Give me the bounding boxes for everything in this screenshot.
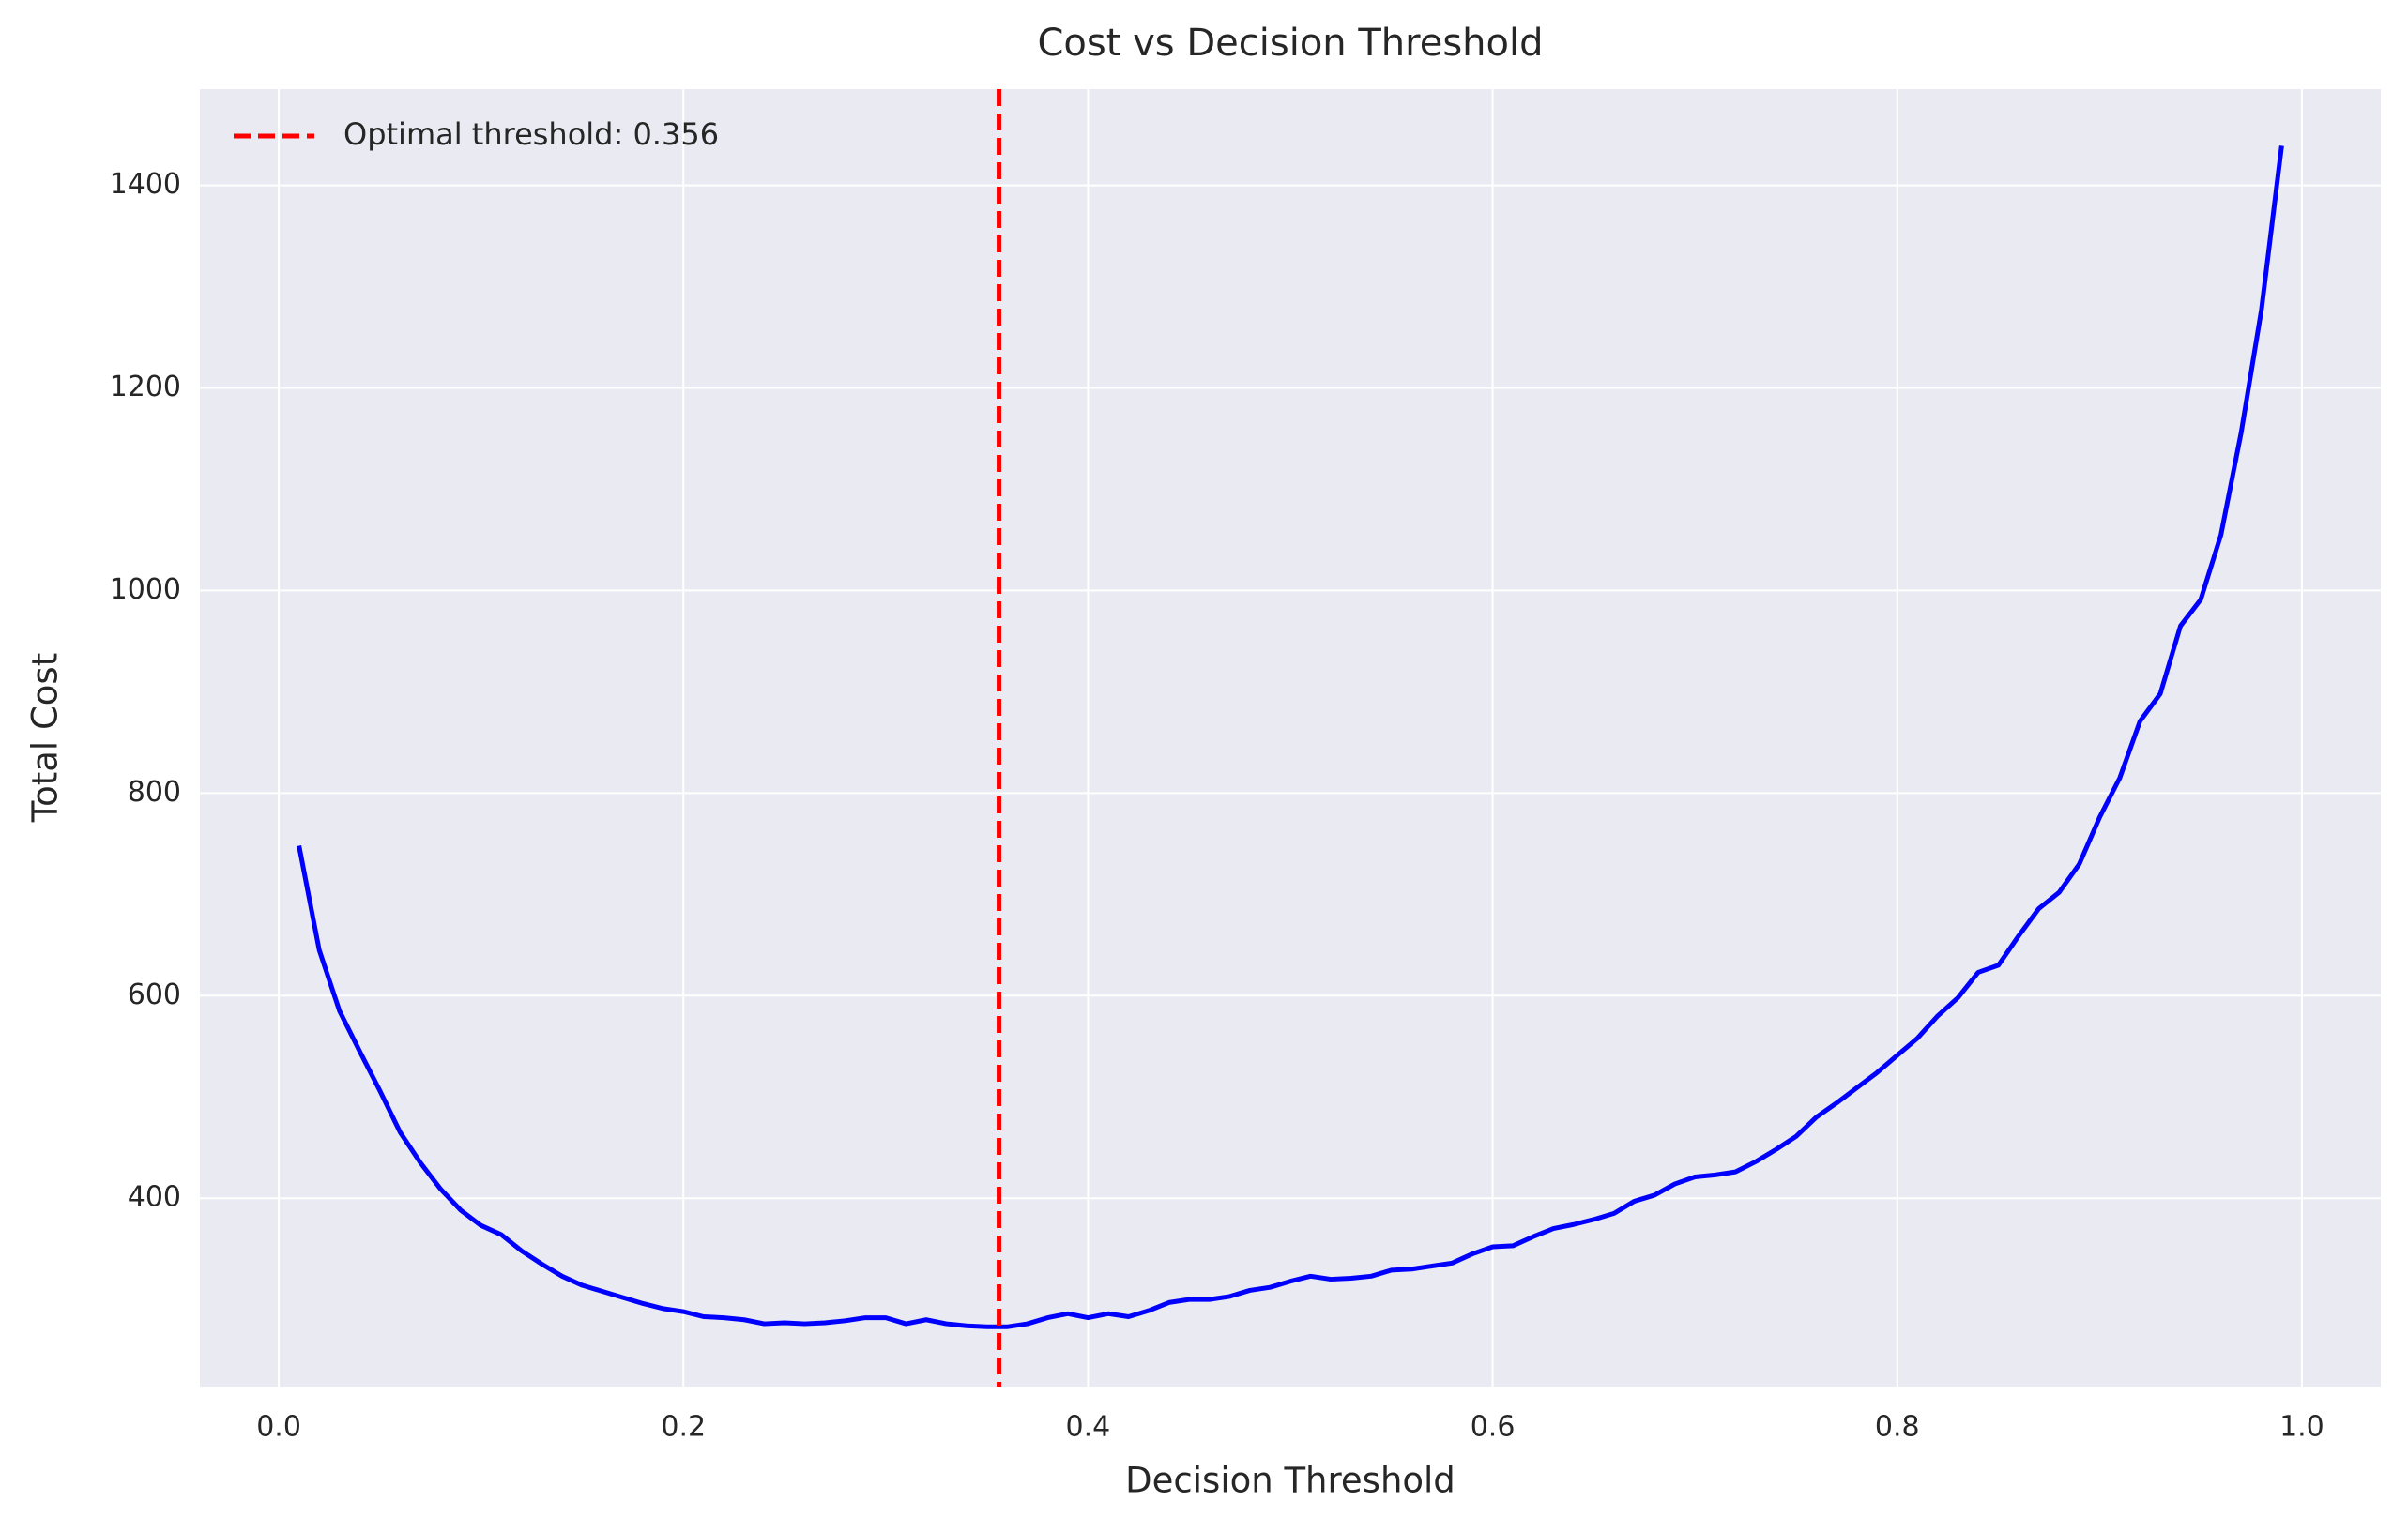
y-tick-label: 1400 (110, 168, 181, 201)
x-tick-label: 0.2 (661, 1411, 706, 1444)
x-tick-label: 0.8 (1875, 1411, 1920, 1444)
marks (297, 89, 2284, 1387)
chart-title: Cost vs Decision Threshold (1037, 22, 1543, 65)
y-tick-label: 1000 (110, 573, 181, 606)
y-tick-label: 400 (128, 1181, 181, 1214)
y-tick-label: 600 (128, 978, 181, 1011)
x-tick-label: 0.0 (256, 1411, 301, 1444)
y-tick-label: 800 (128, 776, 181, 809)
x-axis-label: Decision Threshold (1125, 1461, 1455, 1501)
plot-area (200, 89, 2381, 1387)
data-line (297, 145, 2284, 1329)
grid (200, 89, 2381, 1387)
y-axis-label: Total Cost (25, 653, 66, 823)
y-tick-label: 1200 (110, 371, 181, 403)
x-tick-label: 1.0 (2279, 1411, 2324, 1444)
labels: 0.0 0.2 0.4 0.6 0.8 1.0 400 600 800 1000 1200 1400 O… (110, 116, 2324, 1444)
x-tick-label: 0.6 (1471, 1411, 1516, 1444)
x-tick-label: 0.4 (1066, 1411, 1111, 1444)
legend-label: Optimal threshold: 0.356 (343, 116, 719, 152)
